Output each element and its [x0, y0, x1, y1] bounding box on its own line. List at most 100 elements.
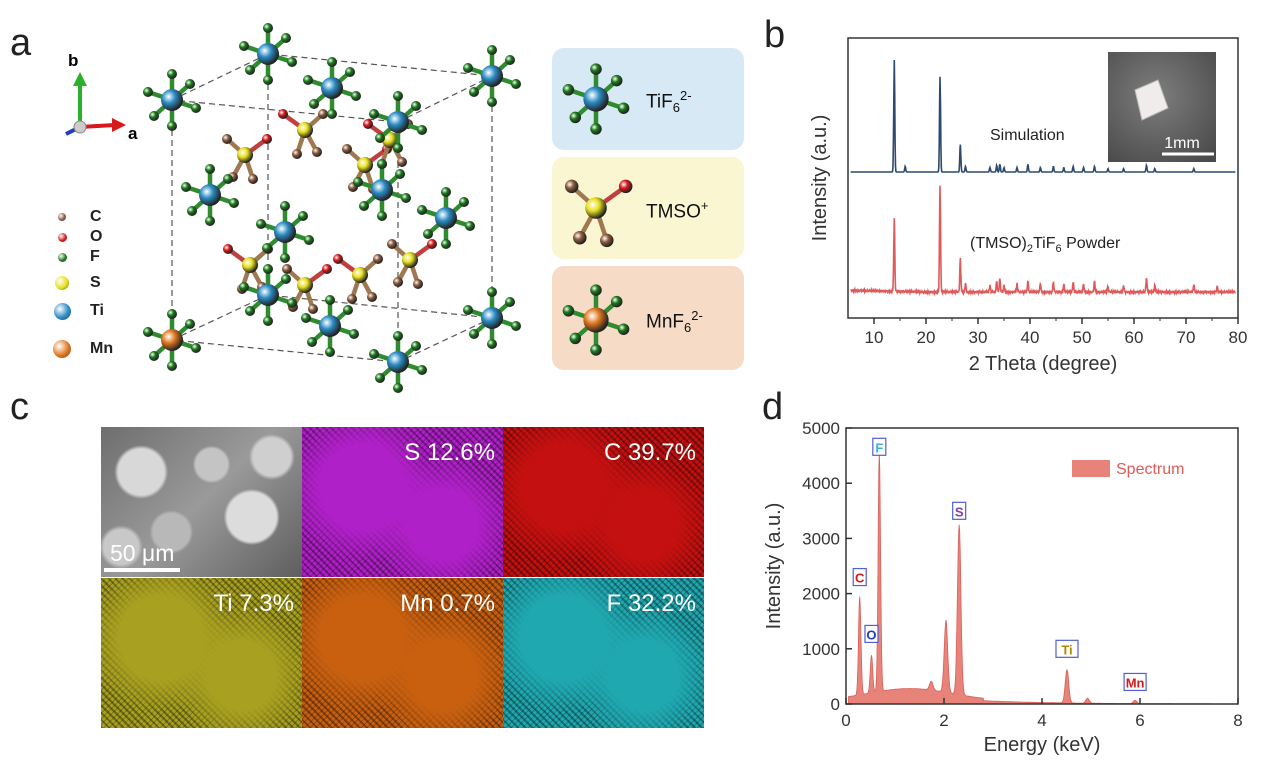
atom	[590, 123, 602, 135]
xrd-xtick-label: 50	[1073, 328, 1092, 347]
atom	[181, 182, 191, 192]
atom	[327, 109, 337, 119]
atom	[167, 69, 177, 79]
atom	[167, 121, 177, 131]
atom	[301, 313, 311, 323]
octahedron	[239, 23, 297, 85]
atom	[463, 305, 473, 315]
eds-peak-label: S	[955, 504, 964, 519]
atom	[610, 74, 623, 87]
atom	[262, 134, 272, 144]
atom	[465, 221, 475, 231]
atom	[342, 144, 352, 154]
atom	[325, 295, 335, 305]
atom	[223, 174, 233, 184]
octahedron	[143, 309, 201, 371]
legend-label-mn: Mn	[90, 340, 114, 357]
atom	[357, 157, 373, 173]
legend-c: C	[58, 208, 102, 226]
atom	[185, 79, 195, 89]
atom	[239, 41, 249, 51]
crystal-photo-inset: 1mm	[1108, 52, 1216, 162]
eds-ylabel: Intensity (a.u.)	[763, 503, 785, 630]
xrd-xtick-label: 80	[1229, 328, 1248, 347]
map-ti-label: Ti 7.3%	[213, 590, 294, 617]
atom	[292, 149, 302, 159]
atom	[417, 125, 427, 135]
ion-label-mnf6: MnF62-	[646, 308, 703, 336]
atom	[562, 84, 575, 96]
map-mn-label: Mn 0.7%	[400, 590, 495, 617]
atom	[297, 122, 313, 138]
crystal-sample	[1134, 79, 1169, 121]
eds-ytick-label: 5000	[802, 419, 840, 438]
xrd-xtick-label: 70	[1177, 328, 1196, 347]
xrd-powder-label: (TMSO)2TiF6 Powder	[970, 235, 1121, 255]
atom	[617, 323, 630, 335]
map-c: C 39.7%	[503, 427, 704, 577]
atom	[222, 134, 232, 144]
ion-models	[562, 63, 633, 356]
octahedron	[369, 91, 427, 153]
eds-spectrum-area	[848, 451, 1237, 705]
tmso-cation	[564, 179, 633, 248]
eds-peak-label: F	[875, 440, 883, 455]
panel-label-d: d	[762, 386, 784, 428]
atom	[417, 365, 427, 375]
atom	[369, 109, 379, 119]
atom	[325, 347, 335, 357]
atom	[321, 77, 343, 99]
atom	[304, 235, 314, 245]
atom	[367, 292, 377, 302]
atom	[347, 294, 357, 304]
atom	[143, 327, 153, 337]
atom	[298, 211, 308, 221]
legend-s: S	[55, 274, 101, 292]
atom	[278, 109, 288, 119]
atom	[459, 197, 469, 207]
atom	[274, 221, 296, 243]
atom	[618, 179, 633, 194]
atom	[352, 267, 368, 283]
octahedron	[369, 331, 427, 393]
eds-peak-label-box	[872, 437, 887, 456]
atom	[435, 207, 457, 229]
atom	[161, 329, 183, 351]
legend-label-o: O	[90, 228, 103, 245]
atom	[377, 211, 387, 221]
atom	[610, 295, 623, 308]
eds-peak-label-box	[1123, 672, 1147, 692]
atom	[281, 33, 291, 43]
map-f-label: F 32.2%	[606, 590, 696, 617]
legend-mn: Mn	[53, 340, 113, 358]
atom	[505, 55, 515, 65]
eds-ytick-label: 3000	[802, 529, 840, 548]
map-s: S 12.6%	[302, 427, 503, 577]
atom	[245, 65, 255, 75]
atom	[585, 197, 607, 219]
atom	[287, 57, 297, 67]
eds-ytick-label: 0	[831, 695, 840, 714]
octahedron	[463, 287, 521, 349]
tmso-cation	[333, 254, 383, 304]
map-mn: Mn 0.7%	[302, 578, 503, 728]
octahedron	[181, 164, 239, 226]
octahedron	[301, 295, 359, 357]
atom	[281, 274, 291, 284]
atom	[411, 101, 421, 111]
atom	[469, 329, 479, 339]
xrd-xtick-label: 60	[1125, 328, 1144, 347]
atom	[319, 315, 341, 337]
atom	[382, 132, 398, 148]
legend-o: O	[57, 228, 103, 246]
legend-dot-s	[55, 276, 69, 290]
atom	[318, 109, 328, 119]
atom	[487, 45, 497, 55]
axes-triad	[65, 72, 126, 136]
ion-label-tmso: TMSO+	[646, 198, 709, 223]
atom	[333, 254, 343, 264]
atom	[363, 119, 373, 129]
atom	[308, 304, 318, 314]
atom	[369, 349, 379, 359]
atom	[257, 284, 279, 306]
